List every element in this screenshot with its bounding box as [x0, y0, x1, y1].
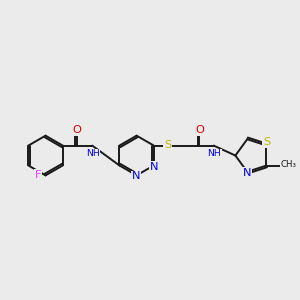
Text: N: N [150, 162, 159, 172]
Text: O: O [195, 125, 204, 135]
Text: S: S [164, 140, 171, 150]
Text: CH₃: CH₃ [280, 160, 296, 169]
Text: N: N [242, 168, 251, 178]
Text: NH: NH [207, 149, 221, 158]
Text: S: S [263, 137, 271, 147]
Text: O: O [73, 125, 82, 135]
Text: N: N [132, 172, 140, 182]
Text: F: F [34, 170, 41, 180]
Text: NH: NH [86, 149, 99, 158]
